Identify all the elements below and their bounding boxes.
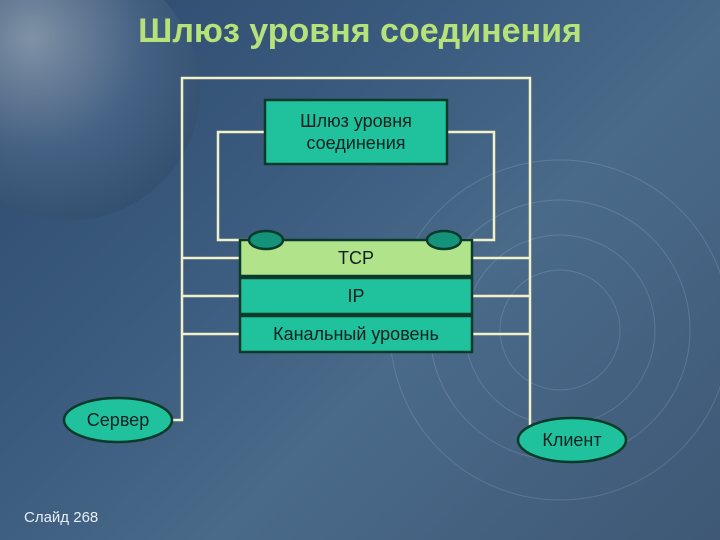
path-client (518, 258, 530, 440)
svg-text:соединения: соединения (306, 133, 405, 153)
slide-footer: Слайд 268 (24, 509, 98, 526)
path-server (172, 258, 182, 420)
ip-box: IP (240, 278, 472, 314)
svg-text:Канальный уровень: Канальный уровень (273, 324, 439, 344)
path-gateway-right (444, 132, 494, 240)
tcp-dot-left (249, 231, 283, 249)
svg-text:TCP: TCP (338, 248, 374, 268)
svg-text:Клиент: Клиент (542, 430, 601, 450)
client-node: Клиент (518, 418, 626, 462)
server-node: Сервер (64, 398, 172, 442)
diagram: Шлюз уровня соединения TCP IP Канальный … (0, 0, 720, 540)
datalink-box: Канальный уровень (240, 316, 472, 352)
slide-title: Шлюз уровня соединения (0, 12, 720, 51)
tcp-dot-right (427, 231, 461, 249)
gateway-box: Шлюз уровня соединения (265, 100, 447, 164)
path-gateway-left (218, 132, 266, 240)
svg-text:Сервер: Сервер (87, 410, 149, 430)
svg-text:IP: IP (347, 286, 364, 306)
svg-text:Шлюз уровня: Шлюз уровня (300, 111, 412, 131)
